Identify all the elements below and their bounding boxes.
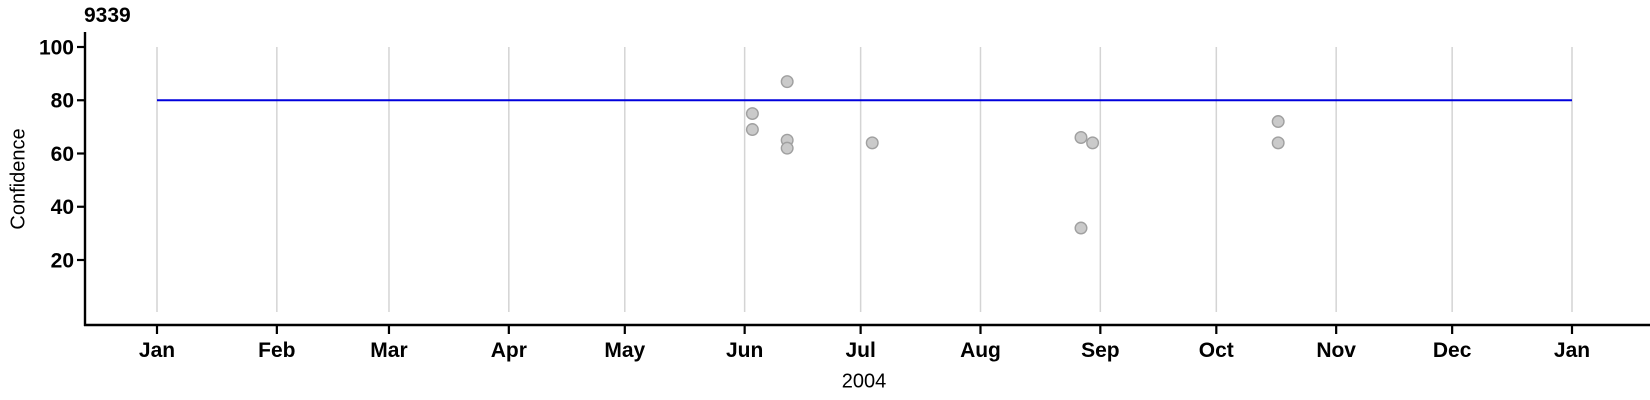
- x-tick-label: Mar: [370, 339, 407, 362]
- data-point: [780, 141, 794, 155]
- x-tick-label: Jun: [726, 339, 763, 362]
- data-point: [745, 107, 759, 121]
- x-tick-label: Feb: [258, 339, 295, 362]
- y-tick-label: 80: [51, 90, 74, 113]
- data-point: [1074, 131, 1088, 145]
- data-point: [780, 75, 794, 89]
- y-axis-title: Confidence: [7, 128, 30, 230]
- data-point: [865, 136, 879, 150]
- x-axis-title: 2004: [841, 370, 887, 393]
- x-tick-label: Jan: [139, 339, 175, 362]
- panel-title: 9339: [84, 4, 131, 27]
- x-tick-label: Jan: [1554, 339, 1590, 362]
- x-tick-label: Aug: [960, 339, 1001, 362]
- x-tick-label: Oct: [1199, 339, 1234, 362]
- x-tick-label: May: [604, 339, 645, 362]
- data-point: [1074, 221, 1088, 235]
- y-tick-label: 20: [51, 249, 74, 272]
- y-tick-label: 60: [51, 143, 74, 166]
- x-tick-label: Dec: [1433, 339, 1472, 362]
- x-tick-label: Jul: [845, 339, 875, 362]
- x-tick-label: Nov: [1316, 339, 1356, 362]
- x-tick-label: Sep: [1081, 339, 1120, 362]
- data-point: [1271, 115, 1285, 129]
- y-tick-label: 100: [39, 36, 74, 59]
- x-tick-label: Apr: [491, 339, 527, 362]
- y-tick-label: 40: [51, 196, 74, 219]
- data-point: [1086, 136, 1100, 150]
- data-point: [745, 123, 759, 137]
- data-point: [1271, 136, 1285, 150]
